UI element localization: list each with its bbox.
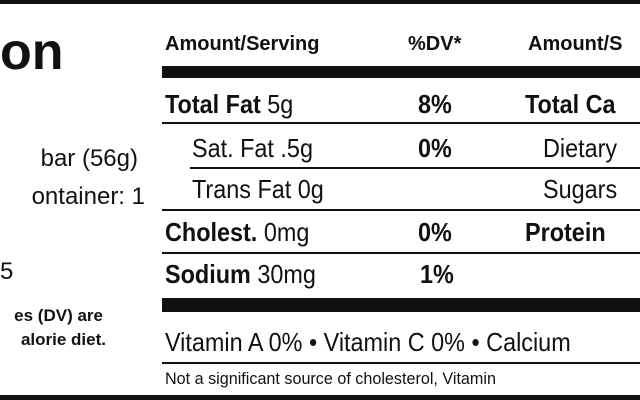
header: Amount/S <box>528 33 623 55</box>
servings: ontainer: 1 <box>31 183 145 210</box>
nutrient: Total Fat 5g <box>165 89 293 120</box>
dv: 0% <box>418 133 452 163</box>
serving-size: bar (56g) <box>40 145 138 172</box>
title: on <box>0 23 64 81</box>
thick-rule <box>162 298 640 312</box>
vitamins: Vitamin A 0% • Vitamin C 0% • Calcium <box>165 327 571 357</box>
amount: 0mg <box>263 217 310 247</box>
header: %DV* <box>408 33 462 55</box>
header: Amount/Serving <box>165 33 320 55</box>
thick-rule <box>162 66 640 78</box>
dv: 0% <box>418 217 452 247</box>
calories: 5 <box>0 258 14 285</box>
nutrient: Trans Fat 0g <box>192 174 324 204</box>
nutrient: Protein <box>525 217 606 247</box>
rule <box>162 252 640 254</box>
nutrient-name: Total Fat <box>165 89 261 119</box>
top-border <box>0 0 640 4</box>
nutrient-name: Cholest. <box>165 217 258 247</box>
footnote: alorie diet. <box>20 330 106 349</box>
bottom-border <box>0 395 640 400</box>
nutrient-name: Sodium <box>165 259 251 289</box>
note: Not a significant source of cholesterol,… <box>165 369 496 388</box>
nutrient: Sodium 30mg <box>165 259 316 290</box>
footnote: es (DV) are <box>14 306 103 325</box>
nutrient: Total Ca <box>525 89 616 119</box>
rule <box>162 362 640 364</box>
nutrient: Cholest. 0mg <box>165 217 309 248</box>
nutrient: Dietary <box>543 133 618 163</box>
rule <box>190 167 640 169</box>
dv: 8% <box>418 89 452 119</box>
dv: 1% <box>420 259 454 289</box>
rule <box>162 122 640 124</box>
nutrient: Sat. Fat .5g <box>192 133 313 163</box>
rule <box>162 209 640 211</box>
nutrient: Sugars <box>543 174 618 204</box>
amount: 5g <box>267 89 294 119</box>
amount: 30mg <box>257 259 316 289</box>
